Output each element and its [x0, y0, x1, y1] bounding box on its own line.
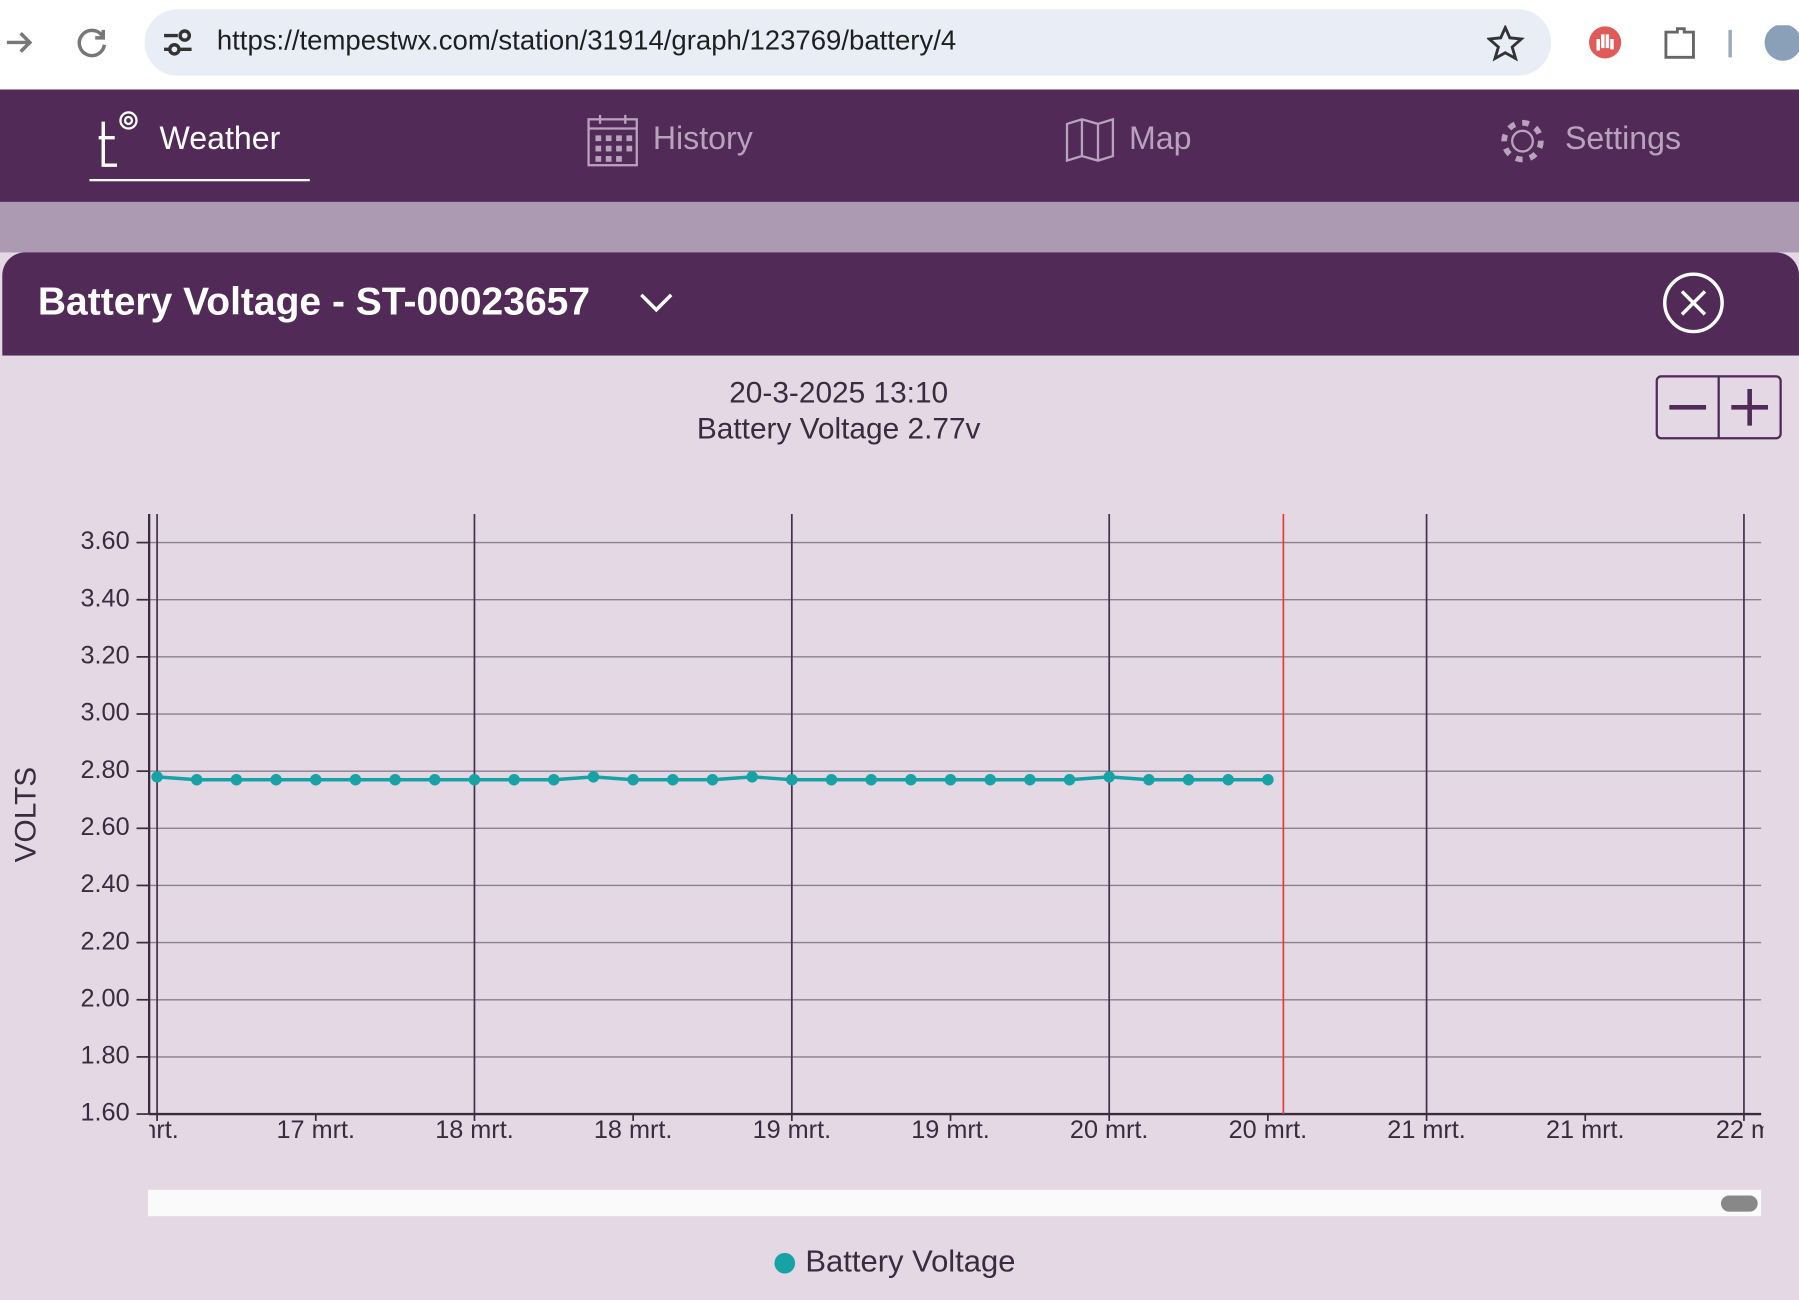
data-point — [746, 771, 758, 783]
y-tick-label: 1.60 — [81, 1099, 130, 1127]
data-point — [984, 773, 996, 786]
panel-title[interactable]: Battery Voltage - ST-00023657 — [37, 279, 591, 324]
browser-controls[interactable] — [0, 0, 138, 89]
data-point — [825, 773, 838, 786]
data-point — [468, 773, 481, 786]
url[interactable]: https://tempestwx.com/station/31914/grap… — [216, 25, 957, 57]
data-point — [587, 771, 600, 783]
nav-bar: Weather History Map Settings — [0, 89, 1799, 202]
data-point — [1143, 773, 1155, 786]
x-tick-group: 22 m — [1716, 1116, 1772, 1144]
data-point — [1222, 773, 1234, 786]
y-tick-label: 2.40 — [81, 870, 130, 898]
panel-header — [2, 252, 1799, 356]
y-tick-label: 2.00 — [81, 984, 130, 1012]
data-point — [865, 773, 877, 786]
map-icon — [1065, 117, 1115, 163]
legend-label[interactable]: Battery Voltage — [805, 1243, 1015, 1278]
data-point — [786, 773, 798, 786]
data-point — [667, 773, 679, 786]
zoom-out[interactable] — [1658, 377, 1718, 437]
data-point — [1103, 771, 1115, 783]
browser-bar: https://tempestwx.com/station/31914/grap… — [0, 0, 1799, 90]
data-point — [1063, 773, 1076, 786]
y-tick-label: 2.60 — [81, 813, 130, 841]
nav-settings[interactable]: Settings — [1564, 120, 1682, 157]
data-point — [349, 773, 362, 786]
data-point — [389, 773, 401, 786]
scrollbar-track[interactable] — [148, 1189, 1762, 1217]
data-point — [310, 773, 322, 786]
close-button[interactable] — [1661, 271, 1725, 335]
data-point — [191, 773, 203, 786]
weather-icon — [98, 111, 138, 167]
data-point — [151, 771, 163, 783]
address-bar[interactable] — [144, 9, 1552, 76]
data-point — [1262, 773, 1274, 786]
x-tick-label: mrt. — [135, 1116, 178, 1144]
x-tick-label: 22 m — [1716, 1116, 1772, 1144]
nav-map[interactable]: Map — [1128, 120, 1192, 157]
readout-time: 20-3-2025 13:10 — [729, 375, 949, 410]
zoom-in[interactable] — [1720, 377, 1780, 437]
y-tick-label: 3.00 — [81, 699, 130, 727]
scrollbar-thumb[interactable] — [1720, 1195, 1758, 1212]
backdrop — [0, 201, 1799, 253]
y-tick-label: 2.80 — [81, 756, 130, 784]
data-point — [905, 773, 917, 786]
y-tick-label: 2.20 — [81, 927, 130, 955]
data-point — [270, 773, 282, 786]
toolbar-icons[interactable] — [1486, 25, 1799, 64]
legend-swatch — [774, 1252, 796, 1274]
site-info-icon[interactable] — [161, 28, 195, 58]
dropdown-chevron[interactable] — [638, 291, 675, 314]
settings-icon — [1501, 119, 1544, 163]
y-tick-label: 3.40 — [81, 584, 130, 612]
y-tick-label: 3.20 — [81, 642, 130, 670]
nav-underline — [89, 178, 310, 182]
data-point — [627, 773, 639, 786]
y-tick-label: 1.80 — [81, 1042, 130, 1070]
data-point — [944, 773, 957, 786]
data-point — [429, 773, 441, 786]
data-point — [1024, 773, 1036, 786]
history-icon — [587, 114, 638, 167]
readout-value: Battery Voltage 2.77v — [696, 410, 981, 446]
data-point — [230, 773, 243, 786]
y-tick-label: 3.60 — [81, 527, 130, 555]
data-point — [706, 773, 719, 786]
y-axis-label: VOLTS — [9, 767, 42, 863]
nav-weather[interactable]: Weather — [159, 120, 281, 157]
zoom-controls — [1655, 375, 1782, 440]
x-tick-group: mrt. — [135, 1116, 179, 1144]
data-point — [548, 773, 560, 786]
nav-history[interactable]: History — [652, 120, 753, 157]
data-point — [1182, 773, 1195, 786]
data-point — [508, 773, 520, 786]
